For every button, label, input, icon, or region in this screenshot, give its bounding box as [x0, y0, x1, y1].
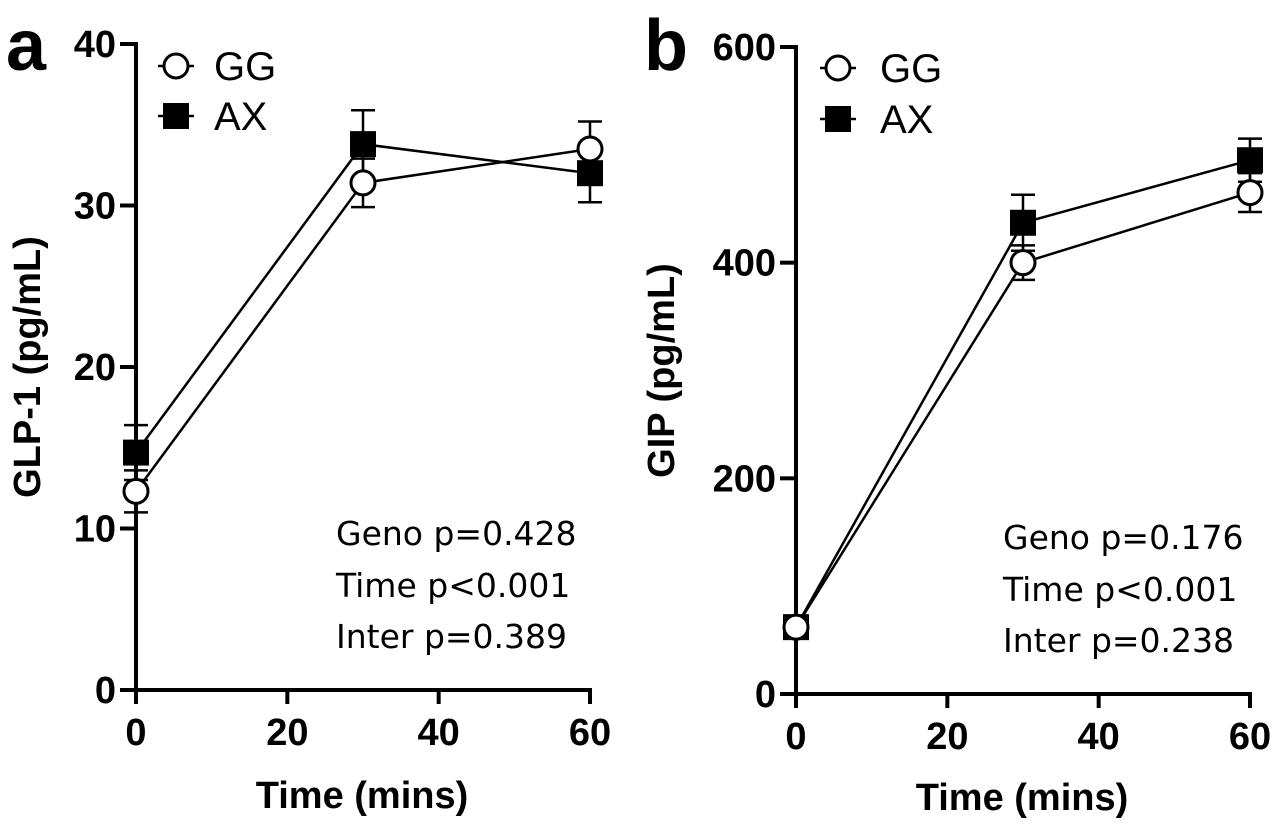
y-tick-label: 600 [713, 27, 776, 69]
data-point-ax [1237, 147, 1263, 174]
stat-annotation: Geno p=0.176 [1003, 518, 1244, 557]
legend-label: GG [214, 45, 276, 89]
stat-annotation: Time p<0.001 [335, 566, 570, 605]
panel-label: a [6, 6, 47, 86]
legend-item-gg: GG [158, 45, 276, 89]
data-point-gg [782, 613, 810, 641]
legend-item-ax: AX [158, 95, 267, 139]
x-axis-title: Time (mins) [916, 777, 1129, 819]
stat-annotation: Time p<0.001 [1002, 570, 1237, 609]
x-tick-label: 60 [569, 712, 611, 754]
legend-label: AX [214, 95, 267, 139]
y-tick-label: 40 [74, 24, 116, 66]
legend-marker-circle [824, 54, 852, 82]
y-tick-label: 0 [755, 674, 776, 716]
x-tick-label: 0 [785, 716, 806, 758]
legend-label: GG [880, 47, 942, 91]
data-point-gg [1236, 179, 1264, 207]
x-tick-label: 40 [418, 712, 460, 754]
legend-item-gg: GG [820, 47, 942, 91]
x-tick-label: 20 [266, 712, 308, 754]
data-point-gg [576, 135, 604, 163]
data-point-ax [123, 439, 149, 466]
stat-annotation: Geno p=0.428 [336, 514, 577, 553]
y-tick-label: 30 [74, 186, 116, 228]
data-point-gg [349, 169, 377, 197]
y-axis-title: GLP-1 (pg/mL) [7, 236, 49, 498]
legend: GG AX [820, 47, 942, 142]
y-tick-label: 400 [713, 243, 776, 285]
data-point-ax [350, 131, 376, 158]
legend: GG AX [158, 45, 276, 139]
legend-item-ax: AX [820, 98, 933, 142]
x-tick-label: 60 [1229, 716, 1271, 758]
chart-panel-a: a 0 10 20 30 40 0 20 40 60 GLP-1 (pg/mL) Time (mins… [6, 6, 611, 817]
data-point-ax [577, 160, 603, 187]
y-tick-label: 0 [95, 670, 116, 712]
x-axis-title: Time (mins) [256, 775, 469, 817]
y-tick-label: 200 [713, 458, 776, 500]
y-axis-title: GIP (pg/mL) [641, 263, 683, 478]
stat-annotation: Inter p=0.238 [1003, 621, 1234, 660]
data-point-gg [122, 477, 150, 505]
panel-label: b [644, 6, 688, 86]
legend-label: AX [880, 98, 933, 142]
data-point-gg [1009, 249, 1037, 277]
x-tick-label: 40 [1078, 716, 1120, 758]
legend-marker-circle [162, 52, 190, 80]
y-tick-label: 10 [74, 509, 116, 551]
legend-marker-square [825, 106, 851, 132]
stat-annotation: Inter p=0.389 [336, 617, 567, 656]
x-tick-label: 20 [926, 716, 968, 758]
x-tick-label: 0 [125, 712, 146, 754]
legend-marker-square [163, 103, 189, 129]
data-point-ax [1010, 209, 1036, 236]
y-tick-label: 20 [74, 347, 116, 389]
chart-panel-b: b 0 200 400 600 0 20 40 60 GIP (pg/mL) Time (mins)… [641, 6, 1271, 819]
